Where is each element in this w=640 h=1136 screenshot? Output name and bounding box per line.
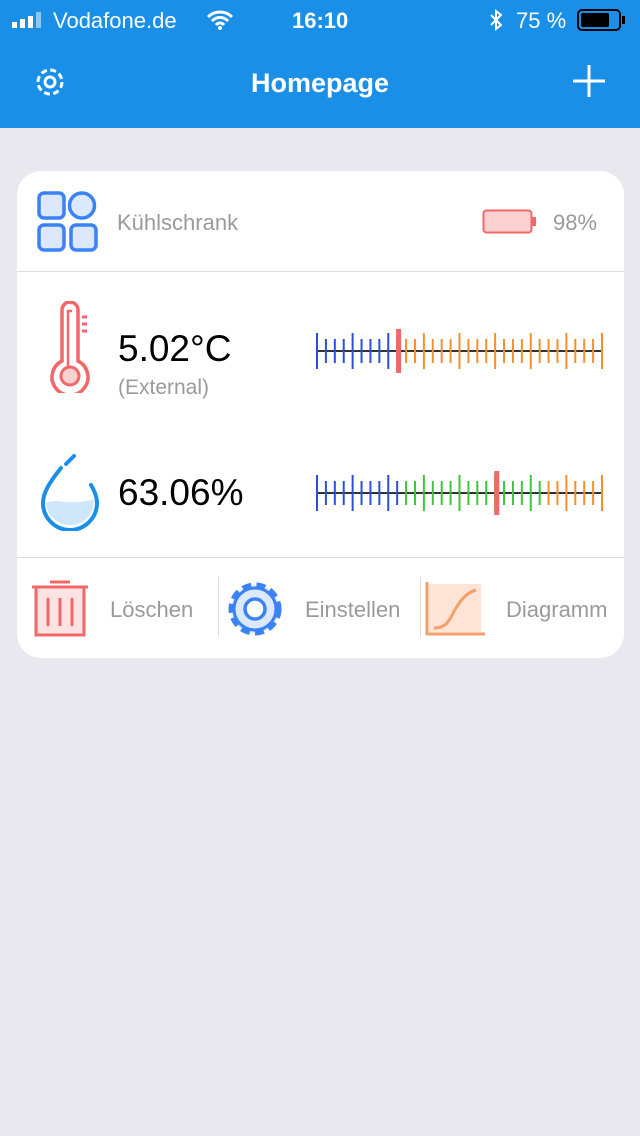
chart-label: Diagramm bbox=[506, 597, 608, 622]
divider bbox=[218, 577, 219, 637]
humidity-drop-icon bbox=[40, 454, 100, 531]
humidity-gauge bbox=[316, 471, 603, 515]
trash-icon bbox=[32, 580, 88, 637]
device-grid-icon bbox=[37, 191, 98, 252]
settings-button[interactable]: Einstellen bbox=[219, 558, 419, 658]
wifi-icon bbox=[206, 10, 234, 30]
thermometer-icon bbox=[50, 301, 90, 393]
temperature-value: 5.02°C bbox=[118, 328, 232, 369]
humidity-value: 63.06% bbox=[118, 472, 244, 513]
divider bbox=[17, 557, 624, 558]
settings-cog-icon bbox=[228, 582, 282, 636]
status-bar: Vodafone.de 16:10 75 % bbox=[0, 0, 640, 40]
chart-icon bbox=[425, 582, 485, 636]
device-battery-percent: 98% bbox=[553, 210, 598, 235]
device-card: Kühlschrank 98% 5.02°C (External) 63.06%… bbox=[17, 171, 624, 658]
clock: 16:10 bbox=[292, 8, 349, 33]
temperature-source: (External) bbox=[118, 376, 210, 399]
delete-label: Löschen bbox=[110, 597, 194, 622]
add-plus-icon[interactable] bbox=[570, 62, 608, 100]
settings-label: Einstellen bbox=[305, 597, 401, 622]
page-title: Homepage bbox=[250, 68, 390, 98]
delete-button[interactable]: Löschen bbox=[17, 558, 217, 658]
battery-percent: 75 % bbox=[516, 8, 567, 33]
chart-button[interactable]: Diagramm bbox=[421, 558, 624, 658]
bluetooth-icon bbox=[490, 9, 503, 31]
divider bbox=[17, 271, 624, 272]
battery-icon bbox=[577, 9, 625, 31]
nav-header: Vodafone.de 16:10 75 % Homepage bbox=[0, 0, 640, 128]
signal-icon bbox=[12, 12, 41, 28]
divider bbox=[420, 577, 421, 637]
carrier: Vodafone.de bbox=[53, 8, 177, 33]
settings-gear-icon[interactable] bbox=[30, 62, 70, 102]
device-name: Kühlschrank bbox=[117, 210, 239, 235]
temperature-gauge bbox=[316, 329, 603, 373]
device-battery-icon bbox=[482, 209, 536, 234]
